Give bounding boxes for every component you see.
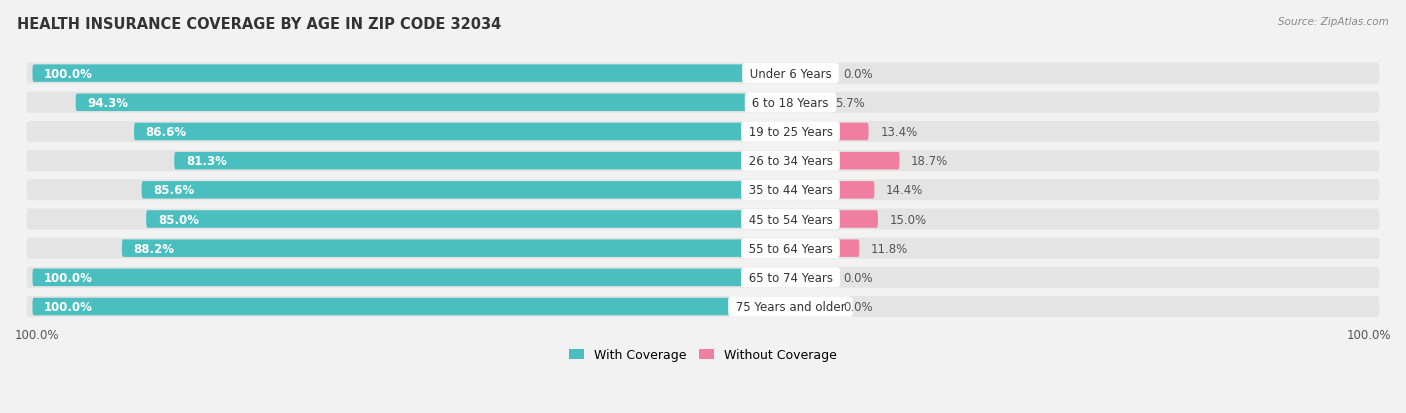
FancyBboxPatch shape <box>27 267 1379 288</box>
FancyBboxPatch shape <box>27 93 1379 114</box>
FancyBboxPatch shape <box>790 240 859 257</box>
FancyBboxPatch shape <box>790 152 900 170</box>
Text: 65 to 74 Years: 65 to 74 Years <box>745 271 837 284</box>
FancyBboxPatch shape <box>32 298 790 316</box>
Text: 100.0%: 100.0% <box>44 300 93 313</box>
Text: 85.0%: 85.0% <box>157 213 198 226</box>
Text: 19 to 25 Years: 19 to 25 Years <box>745 126 837 139</box>
FancyBboxPatch shape <box>122 240 790 257</box>
FancyBboxPatch shape <box>146 211 790 228</box>
FancyBboxPatch shape <box>790 269 831 286</box>
Text: 14.4%: 14.4% <box>886 184 924 197</box>
Text: 11.8%: 11.8% <box>870 242 908 255</box>
FancyBboxPatch shape <box>790 65 831 83</box>
FancyBboxPatch shape <box>790 94 824 112</box>
FancyBboxPatch shape <box>32 269 790 286</box>
Text: 85.6%: 85.6% <box>153 184 194 197</box>
Text: 100.0%: 100.0% <box>15 329 59 342</box>
FancyBboxPatch shape <box>27 209 1379 230</box>
Text: 100.0%: 100.0% <box>44 271 93 284</box>
Text: Under 6 Years: Under 6 Years <box>745 67 835 81</box>
Text: 45 to 54 Years: 45 to 54 Years <box>745 213 837 226</box>
FancyBboxPatch shape <box>27 64 1379 84</box>
FancyBboxPatch shape <box>27 180 1379 201</box>
FancyBboxPatch shape <box>27 238 1379 259</box>
FancyBboxPatch shape <box>134 123 790 141</box>
Text: 0.0%: 0.0% <box>844 67 873 81</box>
Text: 55 to 64 Years: 55 to 64 Years <box>745 242 837 255</box>
FancyBboxPatch shape <box>790 211 877 228</box>
Text: 0.0%: 0.0% <box>844 271 873 284</box>
FancyBboxPatch shape <box>27 122 1379 142</box>
Text: 100.0%: 100.0% <box>44 67 93 81</box>
FancyBboxPatch shape <box>790 182 875 199</box>
Text: 0.0%: 0.0% <box>844 300 873 313</box>
Text: 13.4%: 13.4% <box>880 126 918 139</box>
Text: 86.6%: 86.6% <box>146 126 187 139</box>
Text: 75 Years and older: 75 Years and older <box>731 300 849 313</box>
Text: 100.0%: 100.0% <box>1347 329 1391 342</box>
FancyBboxPatch shape <box>32 65 790 83</box>
FancyBboxPatch shape <box>27 151 1379 172</box>
Text: HEALTH INSURANCE COVERAGE BY AGE IN ZIP CODE 32034: HEALTH INSURANCE COVERAGE BY AGE IN ZIP … <box>17 17 501 31</box>
FancyBboxPatch shape <box>142 182 790 199</box>
Text: 81.3%: 81.3% <box>186 155 226 168</box>
Text: 15.0%: 15.0% <box>890 213 927 226</box>
Text: 5.7%: 5.7% <box>835 97 865 109</box>
FancyBboxPatch shape <box>790 123 869 141</box>
FancyBboxPatch shape <box>76 94 790 112</box>
FancyBboxPatch shape <box>790 298 831 316</box>
FancyBboxPatch shape <box>174 152 790 170</box>
FancyBboxPatch shape <box>27 296 1379 317</box>
Text: 94.3%: 94.3% <box>87 97 128 109</box>
Text: 6 to 18 Years: 6 to 18 Years <box>748 97 832 109</box>
Text: 88.2%: 88.2% <box>134 242 174 255</box>
Text: 35 to 44 Years: 35 to 44 Years <box>745 184 837 197</box>
Text: Source: ZipAtlas.com: Source: ZipAtlas.com <box>1278 17 1389 26</box>
Text: 18.7%: 18.7% <box>911 155 949 168</box>
Text: 26 to 34 Years: 26 to 34 Years <box>745 155 837 168</box>
Legend: With Coverage, Without Coverage: With Coverage, Without Coverage <box>564 344 842 367</box>
